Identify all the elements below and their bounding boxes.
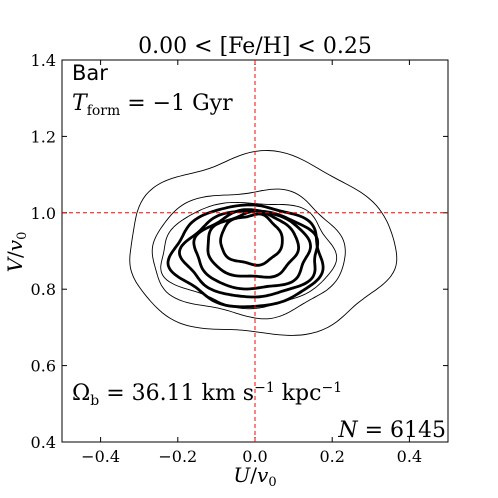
- axis-ticks: −0.4 −0.2 0.0 0.2 0.4 0.4 0.6 0.8 1.0 1.2 1.4: [31, 51, 448, 466]
- y-tick-label: 0.4: [31, 433, 56, 452]
- model-label: Bar: [72, 61, 108, 85]
- contour-lines: [129, 150, 398, 336]
- y-tick-label: 1.4: [31, 51, 56, 70]
- x-tick-label: 0.2: [319, 447, 344, 466]
- contour-line: [166, 203, 325, 309]
- count-label: N = 6145: [337, 418, 446, 443]
- x-tick-label: −0.2: [158, 447, 197, 466]
- contour-line: [192, 208, 312, 291]
- x-axis-label: U/v0: [233, 463, 276, 490]
- y-axis-label: V/v0: [3, 232, 30, 273]
- chart-title: 0.00 < [Fe/H] < 0.25: [138, 34, 372, 59]
- y-tick-label: 1.2: [31, 127, 56, 146]
- reference-lines: [62, 60, 448, 442]
- y-tick-label: 0.8: [31, 280, 56, 299]
- contour-line: [151, 188, 346, 320]
- y-tick-label: 1.0: [31, 204, 56, 223]
- omega-label: Ωb = 36.11 km s−1 kpc−1: [72, 380, 342, 409]
- x-tick-label: −0.4: [81, 447, 120, 466]
- y-tick-label: 0.6: [31, 357, 56, 376]
- x-tick-label: 0.0: [242, 447, 267, 466]
- contour-line: [129, 150, 398, 336]
- tform-label: Tform = −1 Gyr: [72, 91, 233, 119]
- contour-line: [160, 201, 338, 310]
- x-tick-label: 0.4: [397, 447, 422, 466]
- contour-line: [219, 212, 284, 267]
- contour-line: [206, 209, 301, 279]
